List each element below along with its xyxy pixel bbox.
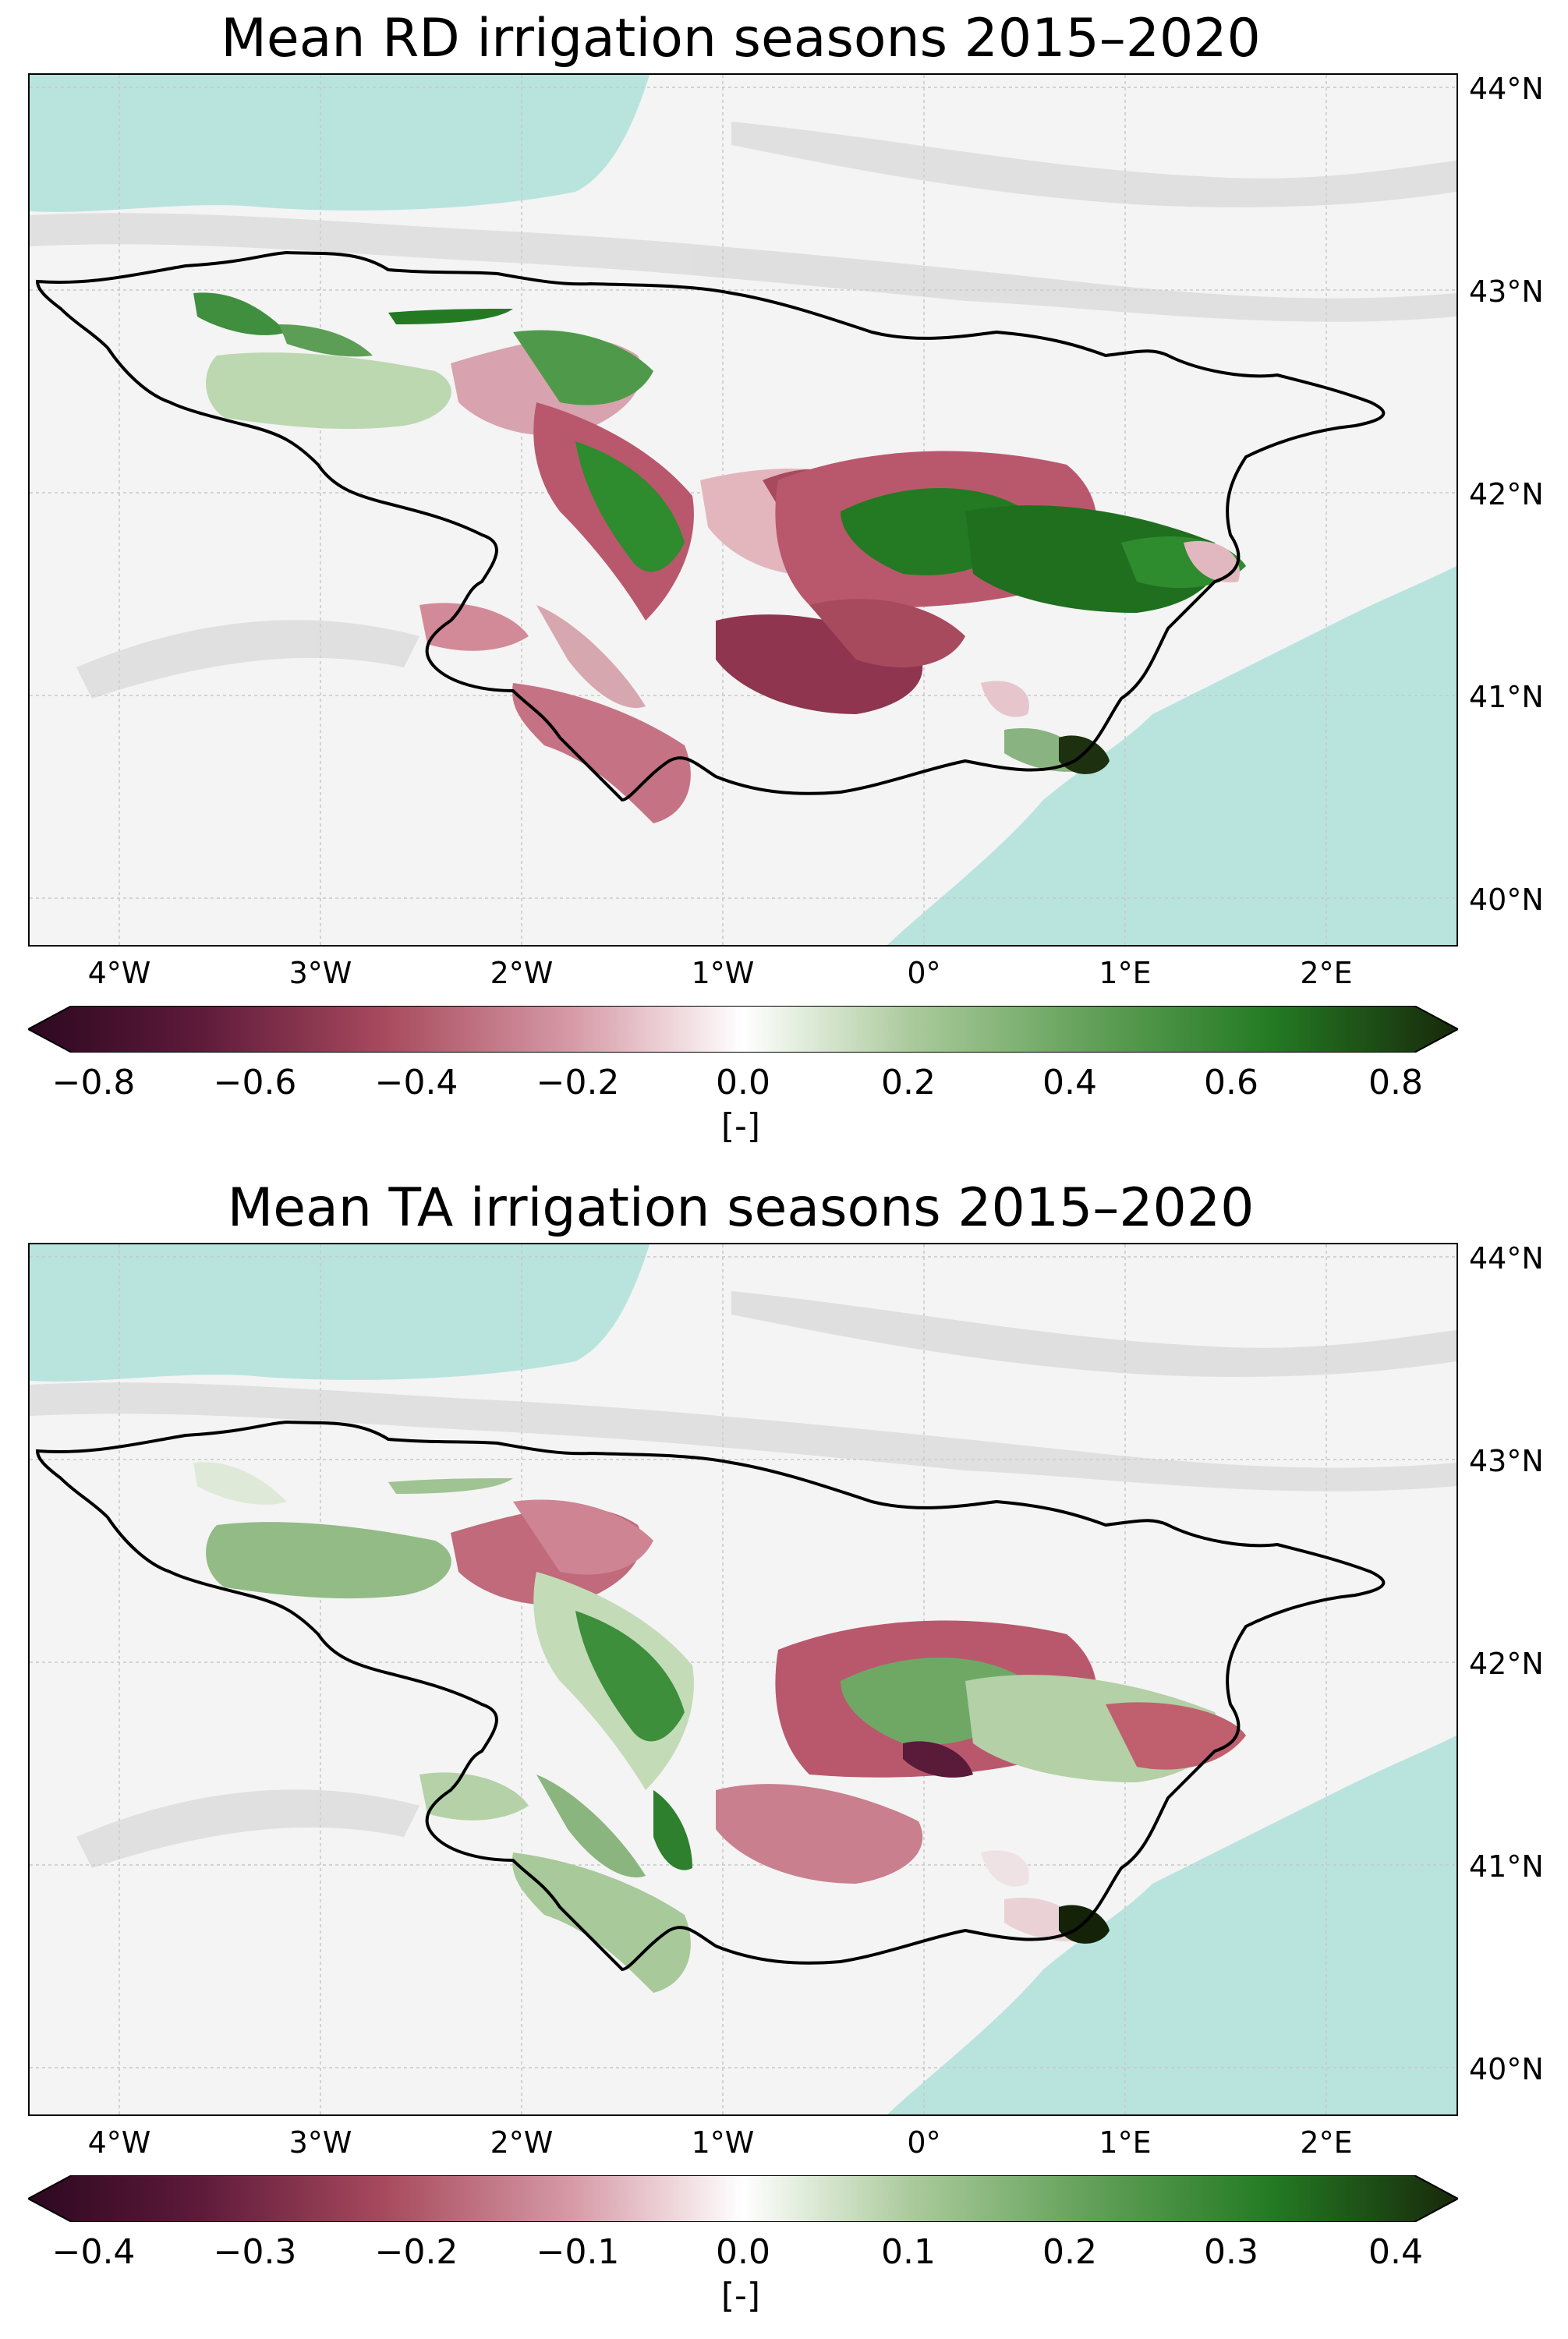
- colorbar-tick: 0.6: [1204, 1063, 1258, 1102]
- lon-label: 2°W: [490, 956, 554, 990]
- colorbar-tick: 0.4: [1042, 1063, 1097, 1102]
- lon-label: 1°E: [1099, 2125, 1152, 2160]
- relief-shading: [30, 1291, 1457, 1868]
- colorbar-tick: −0.3: [213, 2232, 297, 2272]
- lon-label: 2°W: [490, 2125, 554, 2160]
- lon-label: 3°W: [288, 2125, 352, 2160]
- colorbar-unit: [-]: [720, 2276, 761, 2316]
- colorbar-tick: 0.8: [1368, 1063, 1423, 1102]
- lat-label: 41°N: [1469, 680, 1544, 714]
- lon-label: 0°: [907, 956, 941, 990]
- lon-label: 4°W: [87, 956, 151, 990]
- colorbar-tick: 0.0: [716, 2232, 770, 2272]
- colorbar-tick: −0.8: [51, 1063, 136, 1102]
- colorbar: [28, 1006, 1458, 1053]
- colorbar-tick: −0.6: [213, 1063, 297, 1102]
- lat-label: 41°N: [1469, 1849, 1544, 1884]
- panel-ta: Mean TA irrigation seasons 2015–2020: [0, 1170, 1568, 2339]
- lon-label: 2°E: [1300, 2125, 1353, 2160]
- map-area: [28, 73, 1458, 947]
- irrigated-areas: [193, 1462, 1246, 1993]
- lat-label: 40°N: [1469, 2052, 1544, 2086]
- mediterranean-sea: [887, 566, 1457, 945]
- bay-of-biscay: [30, 75, 649, 212]
- colorbar-tick: −0.2: [374, 2232, 458, 2272]
- colorbar-tick: 0.3: [1204, 2232, 1258, 2272]
- ebro-basin-outline: [35, 250, 1386, 802]
- colorbar-tick: −0.4: [374, 1063, 458, 1102]
- panel-title: Mean TA irrigation seasons 2015–2020: [227, 1177, 1255, 1239]
- colorbar-tick: 0.4: [1368, 2232, 1423, 2272]
- relief-shading: [30, 122, 1457, 699]
- lon-label: 1°E: [1099, 956, 1152, 990]
- bay-of-biscay: [30, 1244, 649, 1382]
- panel-title: Mean RD irrigation seasons 2015–2020: [221, 8, 1261, 69]
- colorbar: [28, 2175, 1458, 2222]
- lon-label: 3°W: [288, 956, 352, 990]
- lat-label: 42°N: [1469, 477, 1544, 511]
- graticule: [30, 1244, 1457, 2114]
- map-area: [28, 1243, 1458, 2116]
- colorbar-tick: −0.1: [536, 2232, 620, 2272]
- lon-label: 1°W: [691, 2125, 755, 2160]
- lat-label: 42°N: [1469, 1647, 1544, 1681]
- lon-label: 4°W: [87, 2125, 151, 2160]
- lat-label: 40°N: [1469, 883, 1544, 917]
- colorbar-tick: 0.0: [716, 1063, 770, 1102]
- lat-label: 44°N: [1469, 1241, 1544, 1276]
- lat-label: 44°N: [1469, 72, 1544, 106]
- mediterranean-sea: [887, 1736, 1457, 2114]
- colorbar-tick: 0.2: [1042, 2232, 1097, 2272]
- lon-label: 0°: [907, 2125, 941, 2160]
- lat-label: 43°N: [1469, 274, 1544, 309]
- colorbar-tick: 0.1: [881, 2232, 936, 2272]
- colorbar-tick: 0.2: [881, 1063, 936, 1102]
- colorbar-tick: −0.2: [536, 1063, 620, 1102]
- colorbar-tick: −0.4: [51, 2232, 136, 2272]
- lon-label: 1°W: [691, 956, 755, 990]
- lat-label: 43°N: [1469, 1444, 1544, 1478]
- colorbar-unit: [-]: [720, 1106, 761, 1146]
- lon-label: 2°E: [1300, 956, 1353, 990]
- irrigated-areas: [193, 292, 1246, 823]
- panel-rd: Mean RD irrigation seasons 2015–2020: [28, 8, 1544, 1146]
- ebro-basin-outline: [35, 1420, 1386, 1972]
